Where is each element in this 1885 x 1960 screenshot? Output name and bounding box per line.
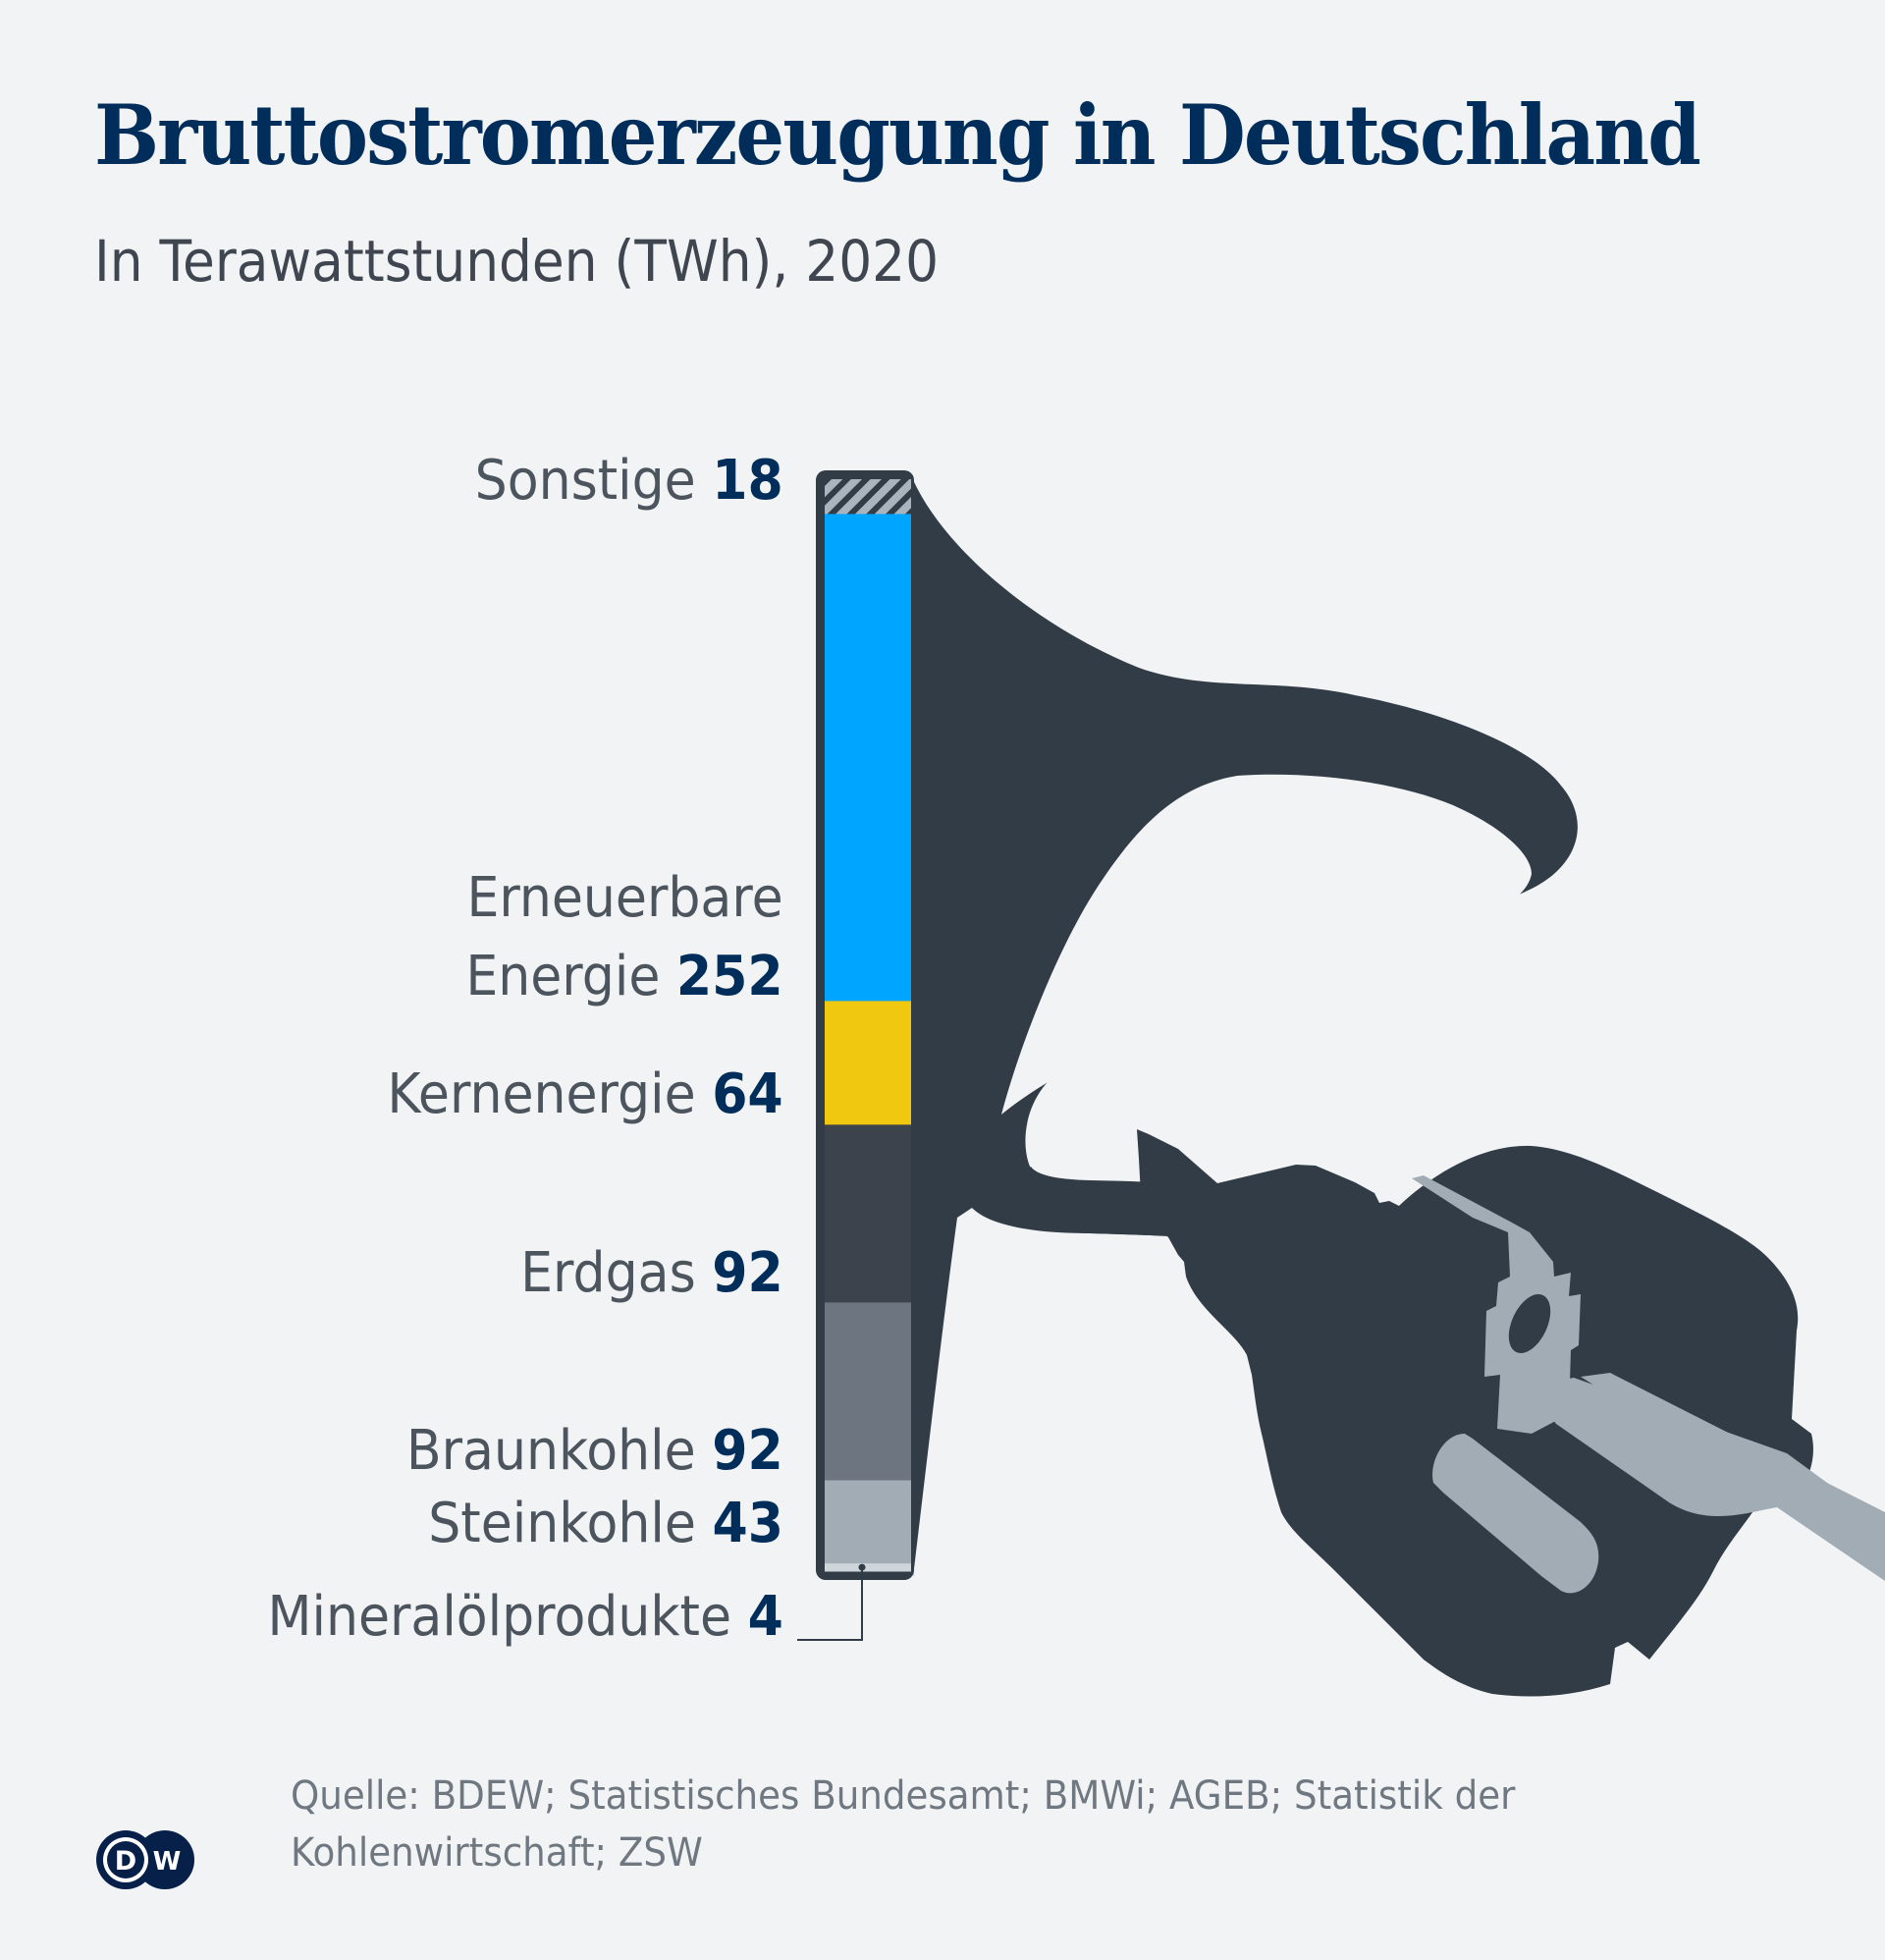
segment-label: Braunkohle 92: [406, 1412, 783, 1491]
segment-name: Energie: [465, 945, 661, 1008]
dw-logo-icon: D W: [96, 1830, 194, 1889]
bar-segment-steinkohle: [825, 1480, 911, 1564]
segment-label-line: Mineralölprodukte 4: [268, 1578, 783, 1657]
chart-subtitle: In Terawattstunden (TWh), 2020: [94, 228, 940, 295]
bar-segment-braunkohle: [825, 1302, 911, 1481]
plug-pin-right-shaft: [1581, 1373, 1885, 1569]
segment-value: 4: [747, 1585, 783, 1649]
segment-label-line: Energie 252: [466, 938, 783, 1016]
segment-name: Erdgas: [520, 1241, 696, 1305]
source-note: Quelle: BDEW; Statistisches Bundesamt; B…: [291, 1773, 1516, 1876]
segment-label-line: Kernenergie 64: [388, 1056, 783, 1134]
segment-name: Sonstige: [474, 449, 696, 513]
segment-value: 252: [676, 945, 783, 1008]
segment-label: Mineralölprodukte 4: [268, 1578, 783, 1657]
segment-label: Erdgas 92: [520, 1234, 783, 1313]
segment-label: Sonstige 18: [475, 442, 783, 520]
leader-line: [797, 1567, 863, 1641]
segment-label-line: Steinkohle 43: [428, 1485, 783, 1563]
segment-label: Kernenergie 64: [388, 1056, 783, 1134]
segment-value: 18: [712, 449, 783, 513]
segment-label-line: Braunkohle 92: [406, 1412, 783, 1491]
segment-name: Mineralölprodukte: [267, 1585, 732, 1649]
chart-title: Bruttostromerzeugung in Deutschland: [94, 86, 1701, 184]
segment-name: Steinkohle: [428, 1492, 696, 1555]
segment-value: 92: [712, 1241, 783, 1305]
bar-segment-erdgas: [825, 1124, 911, 1303]
segment-name: Braunkohle: [406, 1419, 696, 1483]
plug-body: [1137, 1129, 1813, 1697]
cable-loop-gap: [1001, 774, 1532, 1115]
segment-value: 64: [712, 1062, 783, 1126]
segment-name: Erneuerbare: [466, 866, 783, 930]
bar-segment-kernenergie: [825, 1001, 911, 1125]
segment-label-line: Sonstige 18: [475, 442, 783, 520]
segment-label: Erneuerbare Energie 252: [466, 859, 783, 1016]
plug-ground-clip: [1412, 1175, 1581, 1434]
cable-funnel: [911, 475, 1578, 1577]
segment-value: 92: [712, 1419, 783, 1483]
segment-name: Kernenergie: [387, 1062, 696, 1126]
segment-label-line: Erneuerbare: [466, 859, 783, 938]
segment-label: Steinkohle 43: [428, 1485, 783, 1563]
bar-segment-erneuerbare-energie: [825, 514, 911, 1002]
dw-logo-w: W: [153, 1847, 182, 1877]
plug-pin-right: [1549, 1378, 1885, 1581]
segment-value: 43: [712, 1492, 783, 1555]
plug-pin-left: [1432, 1434, 1599, 1594]
dw-logo-d: D: [115, 1846, 136, 1877]
bar-segment-mineralölprodukte: [825, 1563, 911, 1572]
bar-segment-sonstige: [825, 479, 911, 515]
segment-label-line: Erdgas 92: [520, 1234, 783, 1313]
plug-ground-hole: [1508, 1294, 1551, 1353]
power-plug-icon: [911, 475, 1885, 1697]
